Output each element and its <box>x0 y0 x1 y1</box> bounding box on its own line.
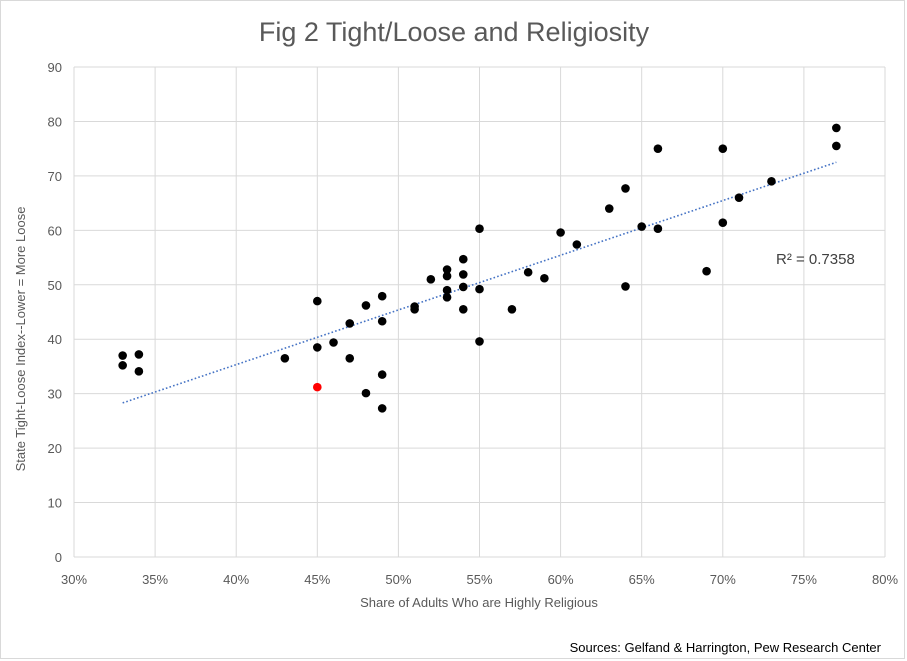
y-tick-label: 90 <box>48 60 62 75</box>
x-tick-label: 60% <box>548 572 574 587</box>
trendline <box>122 161 837 404</box>
data-point <box>313 343 322 352</box>
data-point <box>313 296 322 306</box>
data-point <box>410 304 419 314</box>
data-point <box>345 319 355 328</box>
data-point <box>832 141 841 151</box>
x-tick-label: 35% <box>142 572 168 587</box>
data-point <box>377 316 387 326</box>
data-point <box>653 224 663 233</box>
data-point <box>458 304 468 314</box>
data-point <box>329 338 338 347</box>
x-tick-label: 45% <box>304 572 330 587</box>
data-point <box>604 204 614 213</box>
gridlines <box>73 66 886 558</box>
data-point <box>718 218 728 228</box>
data-point <box>523 267 533 277</box>
data-point <box>767 177 776 186</box>
x-tick-label: 30% <box>61 572 87 587</box>
data-point <box>118 351 127 360</box>
data-points <box>118 123 841 413</box>
data-point <box>134 367 144 376</box>
y-tick-label: 40 <box>48 332 62 347</box>
y-tick-label: 70 <box>48 169 62 184</box>
x-tick-label: 55% <box>466 572 492 587</box>
data-point <box>653 144 663 153</box>
data-point <box>475 337 484 346</box>
data-point <box>377 291 387 301</box>
data-point <box>572 240 582 249</box>
data-point <box>458 270 468 279</box>
r-squared-label: R² = 0.7358 <box>776 251 855 268</box>
trendline-group <box>122 161 837 404</box>
x-tick-label: 75% <box>791 572 817 587</box>
y-tick-label: 60 <box>48 223 62 238</box>
highlighted-data-point <box>313 382 322 392</box>
data-point <box>540 273 549 283</box>
y-tick-label: 10 <box>48 496 62 511</box>
data-point <box>377 370 387 379</box>
data-point <box>442 271 452 281</box>
y-tick-label: 20 <box>48 441 62 456</box>
data-point <box>118 361 127 370</box>
data-point <box>442 293 452 302</box>
y-tick-label: 80 <box>48 114 62 129</box>
data-point <box>734 193 744 202</box>
x-tick-label: 65% <box>629 572 655 587</box>
data-point <box>556 228 565 237</box>
x-tick-label: 80% <box>872 572 898 587</box>
data-point <box>718 144 728 153</box>
data-point <box>345 353 355 363</box>
x-tick-label: 70% <box>710 572 736 587</box>
y-axis-title: State Tight-Loose Index--Lower = More Lo… <box>13 207 28 472</box>
data-point <box>442 265 452 274</box>
data-point <box>475 224 484 233</box>
data-point <box>637 222 646 231</box>
y-tick-label: 30 <box>48 387 62 402</box>
data-point <box>621 282 630 291</box>
data-point <box>458 254 468 264</box>
data-point <box>621 184 630 193</box>
data-point <box>280 353 290 363</box>
data-point <box>442 285 452 295</box>
data-point <box>377 404 387 413</box>
data-point <box>361 301 371 310</box>
x-tick-label: 50% <box>385 572 411 587</box>
chart-title: Fig 2 Tight/Loose and Religiosity <box>259 17 650 47</box>
data-point <box>426 275 436 284</box>
y-tick-label: 0 <box>55 550 62 565</box>
data-point <box>475 284 484 294</box>
data-point <box>702 266 711 276</box>
data-point <box>361 388 371 398</box>
axes: 0 10 20 30 40 50 60 70 80 90 30% 35% 40% 45% 50% 55% 60%… <box>48 60 899 587</box>
source-note: Sources: Gelfand & Harrington, Pew Resea… <box>570 640 882 655</box>
y-tick-label: 50 <box>48 278 62 293</box>
data-point <box>832 123 841 133</box>
data-point <box>458 282 468 292</box>
data-point <box>134 350 144 359</box>
x-axis-title: Share of Adults Who are Highly Religious <box>360 595 598 610</box>
data-point <box>507 304 517 314</box>
x-tick-label: 40% <box>223 572 249 587</box>
